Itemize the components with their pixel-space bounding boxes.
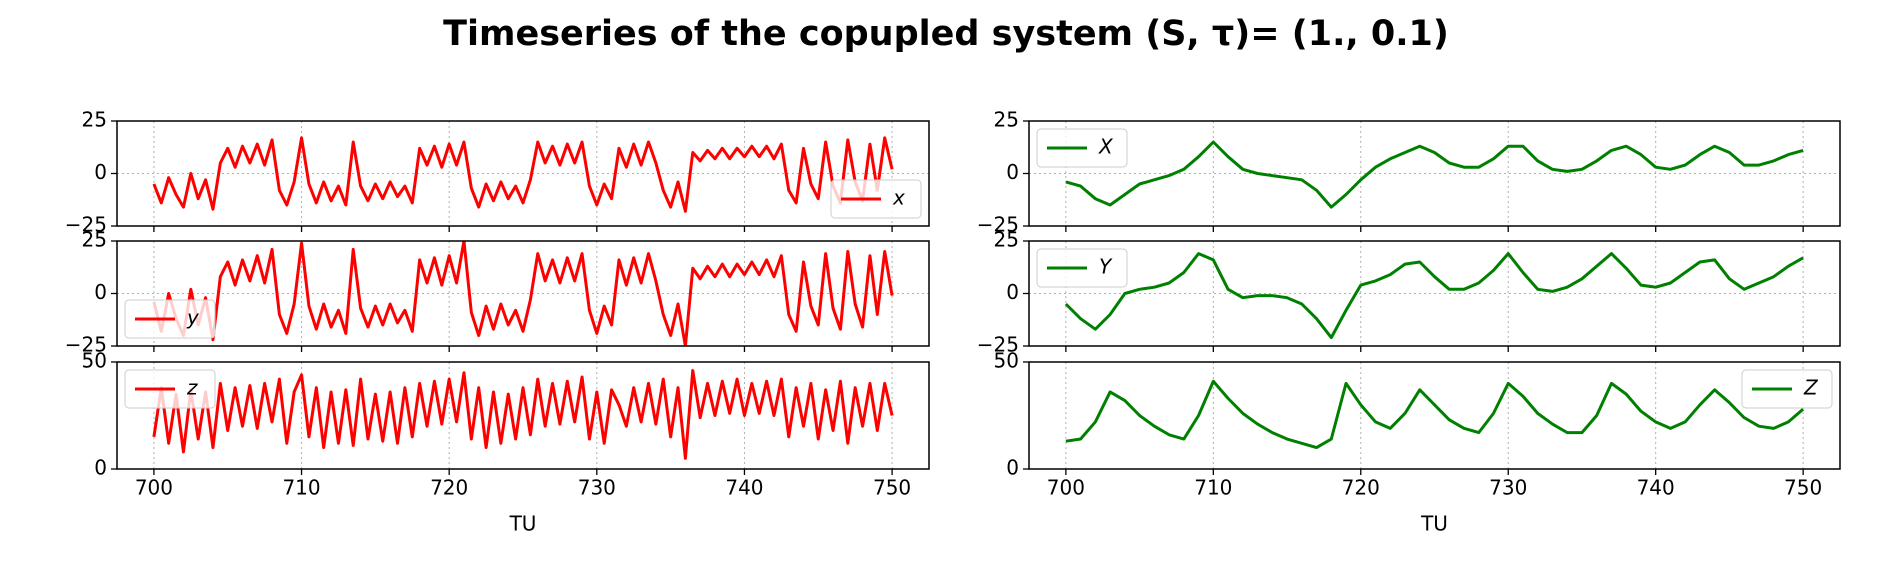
legend: X — [1036, 128, 1128, 168]
subplot: 700 710 720 730 740 750 0 50 TU Z — [994, 349, 1841, 536]
y-tick-label: −25 — [65, 213, 107, 237]
x-tick-label: 740 — [725, 476, 763, 500]
y-tick-label: −25 — [65, 333, 107, 357]
legend: y — [124, 299, 216, 339]
legend-label: z — [186, 376, 198, 400]
axes-frame — [1028, 361, 1841, 470]
figure-title: Timeseries of the copupled system (S, τ)… — [443, 14, 1449, 54]
legend-label: Z — [1803, 376, 1819, 400]
legend-label: Y — [1099, 255, 1113, 279]
x-tick-label: 730 — [1489, 476, 1527, 500]
x-tick-label: 750 — [1784, 476, 1822, 500]
x-tick-label: 750 — [873, 476, 911, 500]
y-tick-label: 25 — [82, 228, 107, 252]
y-tick-label: 0 — [1006, 160, 1019, 184]
x-axis-label: TU — [509, 512, 537, 536]
y-tick-label: 0 — [94, 160, 107, 184]
x-tick-label: 710 — [282, 476, 320, 500]
legend: Z — [1741, 369, 1833, 409]
y-tick-label: −25 — [977, 213, 1019, 237]
subplot: −25 0 25 Y — [977, 228, 1841, 357]
x-tick-label: 710 — [1194, 476, 1232, 500]
x-axis-label: TU — [1420, 512, 1448, 536]
series-line — [1065, 379, 1805, 450]
x-tick-label: 740 — [1637, 476, 1675, 500]
x-tick-label: 720 — [1342, 476, 1380, 500]
subplot: −25 0 25 y — [65, 228, 930, 357]
y-tick-label: −25 — [977, 333, 1019, 357]
legend-label: x — [892, 186, 905, 210]
x-tick-label: 700 — [135, 476, 173, 500]
y-tick-label: 0 — [1006, 280, 1019, 304]
x-tick-label: 730 — [578, 476, 616, 500]
axes-frame — [1028, 240, 1841, 347]
y-tick-label: 50 — [82, 349, 107, 373]
axes-frame — [1028, 120, 1841, 227]
y-tick-label: 50 — [994, 349, 1019, 373]
y-tick-label: 25 — [994, 108, 1019, 132]
x-tick-label: 720 — [430, 476, 468, 500]
y-tick-label: 0 — [1006, 456, 1019, 480]
y-tick-label: 25 — [994, 228, 1019, 252]
series-line — [1064, 252, 1804, 340]
y-tick-label: 0 — [94, 280, 107, 304]
legend-label: y — [186, 306, 200, 330]
subplot: −25 0 25 x — [65, 108, 930, 237]
subplot: −25 0 25 X — [977, 108, 1841, 237]
series-line — [152, 241, 894, 346]
axes-frame — [116, 361, 930, 470]
y-tick-label: 25 — [82, 108, 107, 132]
legend: Y — [1036, 248, 1128, 288]
axes-frame — [116, 120, 930, 227]
legend: z — [124, 369, 216, 409]
series-line — [152, 369, 894, 460]
y-tick-label: 0 — [94, 456, 107, 480]
legend: x — [830, 179, 922, 219]
series-line — [152, 136, 894, 213]
axes-frame — [116, 240, 930, 347]
series-line — [1065, 140, 1804, 209]
subplot: 700 710 720 730 740 750 0 50 TU z — [82, 349, 930, 536]
x-tick-label: 700 — [1047, 476, 1085, 500]
legend-label: X — [1098, 135, 1114, 159]
